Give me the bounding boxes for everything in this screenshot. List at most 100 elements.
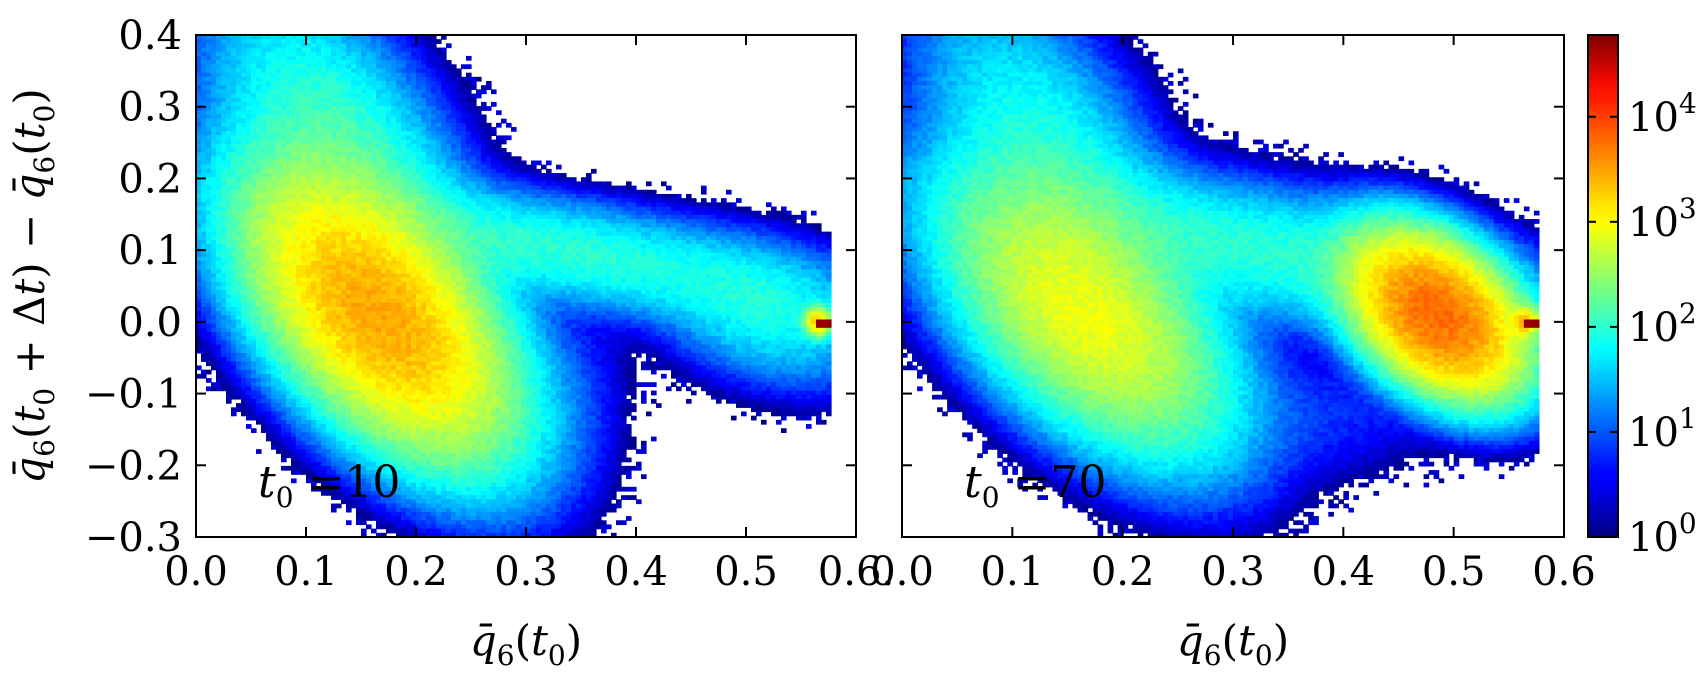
heatmap-cell	[261, 114, 267, 119]
heatmap-cell	[296, 177, 302, 182]
heatmap-cell	[221, 219, 227, 224]
heatmap-cell	[216, 324, 222, 329]
heatmap-cell	[306, 181, 312, 186]
heatmap-cell	[281, 340, 287, 345]
heatmap-cell	[276, 324, 282, 329]
heatmap-cell	[276, 56, 282, 61]
heatmap-cell	[271, 52, 277, 57]
heatmap-cell	[306, 294, 312, 299]
heatmap-cell	[256, 215, 262, 220]
heatmap-cell	[231, 278, 237, 283]
heatmap-cell	[211, 198, 217, 203]
heatmap-cell	[241, 311, 247, 316]
heatmap-cell	[276, 361, 282, 366]
heatmap-cell	[211, 165, 217, 170]
heatmap-cell	[276, 181, 282, 186]
heatmap-cell	[271, 169, 277, 174]
heatmap-cell	[251, 236, 257, 241]
heatmap-cell	[201, 215, 207, 220]
heatmap-cell	[226, 299, 232, 304]
heatmap-cell	[306, 98, 312, 103]
heatmap-cell	[221, 110, 227, 115]
heatmap-cell	[256, 303, 262, 308]
heatmap-cell	[266, 211, 272, 216]
heatmap-cell	[286, 140, 292, 145]
heatmap-cell	[246, 56, 252, 61]
heatmap-cell	[236, 290, 242, 295]
heatmap-cell	[211, 181, 217, 186]
heatmap-cell	[246, 73, 252, 78]
heatmap-cell	[231, 232, 237, 237]
heatmap-cell	[246, 94, 252, 99]
heatmap-cell	[286, 186, 292, 191]
heatmap-cell	[281, 190, 287, 195]
heatmap-cell	[201, 165, 207, 170]
heatmap-cell	[286, 64, 292, 69]
heatmap-cell	[236, 123, 242, 128]
heatmap-cell	[271, 119, 277, 124]
heatmap-cell	[261, 261, 267, 266]
heatmap-cell	[306, 173, 312, 178]
heatmap-cell	[276, 169, 282, 174]
heatmap-cell	[291, 353, 297, 358]
heatmap-cell	[211, 244, 217, 249]
heatmap-cell	[241, 202, 247, 207]
heatmap-cell	[211, 257, 217, 262]
heatmap-cell	[211, 43, 217, 48]
heatmap-cell	[271, 253, 277, 258]
heatmap-cell	[251, 349, 257, 354]
heatmap-cell	[296, 114, 302, 119]
heatmap-cell	[216, 244, 222, 249]
heatmap-cell	[276, 257, 282, 262]
heatmap-cell	[281, 299, 287, 304]
heatmap-cell	[276, 407, 282, 412]
heatmap-cell	[216, 282, 222, 287]
heatmap-cell	[276, 391, 282, 396]
heatmap-cell	[231, 328, 237, 333]
heatmap-cell	[286, 299, 292, 304]
heatmap-cell	[266, 152, 272, 157]
heatmap-cell	[276, 106, 282, 111]
heatmap-cell	[216, 43, 222, 48]
heatmap-cell	[266, 365, 272, 370]
heatmap-cell	[271, 265, 277, 270]
heatmap-cell	[226, 244, 232, 249]
heatmap-cell	[201, 98, 207, 103]
heatmap-cell	[291, 73, 297, 78]
heatmap-cell	[276, 336, 282, 341]
heatmap-cell	[301, 148, 307, 153]
heatmap-cell	[266, 407, 272, 412]
heatmap-cell	[276, 215, 282, 220]
heatmap-cell	[301, 353, 307, 358]
heatmap-cell	[201, 81, 207, 86]
heatmap-cell	[246, 156, 252, 161]
heatmap-cell	[261, 345, 267, 350]
heatmap-cell	[261, 123, 267, 128]
heatmap-cell	[251, 119, 257, 124]
heatmap-cell	[286, 98, 292, 103]
heatmap-cell	[266, 114, 272, 119]
heatmap-cell	[231, 412, 237, 417]
heatmap-cell	[206, 207, 212, 212]
heatmap-cell	[281, 232, 287, 237]
heatmap-cell	[261, 315, 267, 320]
heatmap-cell	[296, 257, 302, 262]
heatmap-cell	[261, 98, 267, 103]
heatmap-cell	[306, 299, 312, 304]
heatmap-cell	[246, 319, 252, 324]
heatmap-cell	[301, 194, 307, 199]
heatmap-cell	[241, 173, 247, 178]
heatmap-cell	[221, 232, 227, 237]
heatmap-cell	[261, 68, 267, 73]
heatmap-cell	[271, 161, 277, 166]
heatmap-cell	[291, 328, 297, 333]
heatmap-cell	[256, 361, 262, 366]
heatmap-cell	[286, 135, 292, 140]
heatmap-cell	[246, 269, 252, 274]
heatmap-cell	[276, 198, 282, 203]
heatmap-cell	[226, 370, 232, 375]
heatmap-cell	[286, 152, 292, 157]
heatmap-cell	[301, 131, 307, 136]
heatmap-cell	[291, 278, 297, 283]
heatmap-cell	[281, 278, 287, 283]
